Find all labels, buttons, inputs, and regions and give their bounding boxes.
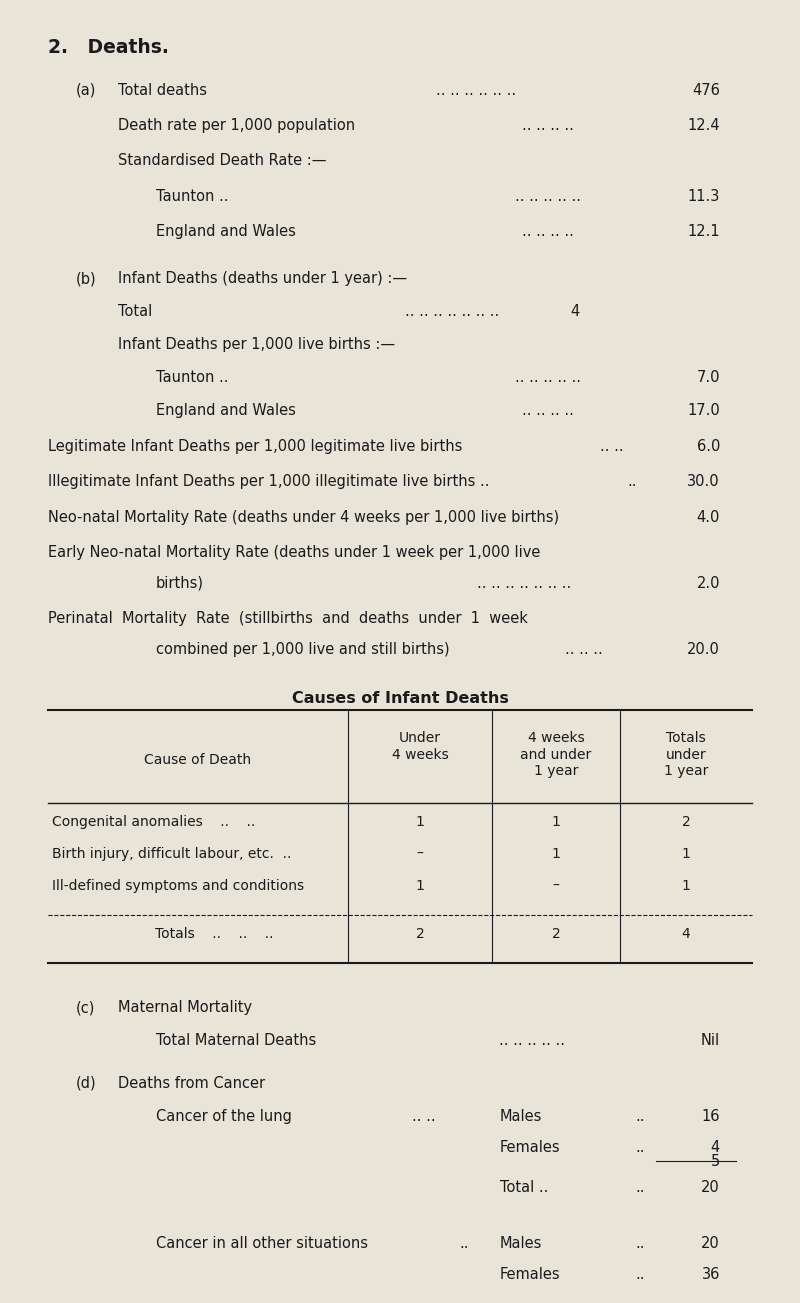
Text: England and Wales: England and Wales	[156, 224, 296, 240]
Text: Birth injury, difficult labour, etc.  ..: Birth injury, difficult labour, etc. ..	[52, 847, 291, 861]
Text: 4: 4	[682, 928, 690, 941]
Text: 1: 1	[415, 816, 425, 829]
Text: Neo-natal Mortality Rate (deaths under 4 weeks per 1,000 live births): Neo-natal Mortality Rate (deaths under 4…	[48, 509, 559, 525]
Text: 5: 5	[710, 1153, 720, 1169]
Text: 11.3: 11.3	[688, 189, 720, 203]
Text: Infant Deaths (deaths under 1 year) :—: Infant Deaths (deaths under 1 year) :—	[118, 271, 407, 287]
Text: 30.0: 30.0	[687, 474, 720, 489]
Text: 4.0: 4.0	[697, 509, 720, 525]
Text: .. .. ..: .. .. ..	[565, 641, 603, 657]
Text: combined per 1,000 live and still births): combined per 1,000 live and still births…	[156, 641, 450, 657]
Text: 12.1: 12.1	[687, 224, 720, 240]
Text: Taunton ..: Taunton ..	[156, 189, 229, 203]
Text: Total ..: Total ..	[500, 1179, 548, 1195]
Text: Total Maternal Deaths: Total Maternal Deaths	[156, 1033, 316, 1049]
Text: –: –	[553, 878, 559, 893]
Text: 4: 4	[570, 305, 580, 319]
Text: Total: Total	[118, 305, 153, 319]
Text: 36: 36	[702, 1267, 720, 1282]
Text: 2: 2	[552, 928, 560, 941]
Text: ..: ..	[635, 1237, 645, 1251]
Text: .. .. .. .. ..: .. .. .. .. ..	[515, 370, 581, 386]
Text: 2: 2	[682, 816, 690, 829]
Text: 1: 1	[551, 816, 561, 829]
Text: Congenital anomalies    ..    ..: Congenital anomalies .. ..	[52, 816, 255, 829]
Text: Cause of Death: Cause of Death	[145, 753, 251, 766]
Text: Under
4 weeks: Under 4 weeks	[392, 731, 448, 761]
Text: Males: Males	[500, 1109, 542, 1124]
Text: England and Wales: England and Wales	[156, 404, 296, 418]
Text: .. .. .. ..: .. .. .. ..	[522, 404, 574, 418]
Text: Cancer in all other situations: Cancer in all other situations	[156, 1237, 368, 1251]
Text: Death rate per 1,000 population: Death rate per 1,000 population	[118, 119, 355, 133]
Text: ..: ..	[627, 474, 637, 489]
Text: ..: ..	[635, 1140, 645, 1154]
Text: ..: ..	[635, 1109, 645, 1124]
Text: Nil: Nil	[701, 1033, 720, 1049]
Text: 20: 20	[702, 1237, 720, 1251]
Text: Ill-defined symptoms and conditions: Ill-defined symptoms and conditions	[52, 878, 304, 893]
Text: 1: 1	[551, 847, 561, 861]
Text: Totals    ..    ..    ..: Totals .. .. ..	[154, 928, 274, 941]
Text: .. .. .. ..: .. .. .. ..	[522, 224, 574, 240]
Text: –: –	[417, 847, 423, 861]
Text: 7.0: 7.0	[697, 370, 720, 386]
Text: 4 weeks
and under
1 year: 4 weeks and under 1 year	[520, 731, 592, 778]
Text: 16: 16	[702, 1109, 720, 1124]
Text: 4: 4	[710, 1140, 720, 1154]
Text: (b): (b)	[76, 271, 97, 287]
Text: .. .. .. .. ..: .. .. .. .. ..	[515, 189, 581, 203]
Text: 1: 1	[682, 878, 690, 893]
Text: ..: ..	[635, 1267, 645, 1282]
Text: Early Neo-natal Mortality Rate (deaths under 1 week per 1,000 live: Early Neo-natal Mortality Rate (deaths u…	[48, 545, 540, 560]
Text: ..: ..	[459, 1237, 469, 1251]
Text: Maternal Mortality: Maternal Mortality	[118, 1001, 253, 1015]
Text: Males: Males	[500, 1237, 542, 1251]
Text: 2.0: 2.0	[697, 576, 720, 590]
Text: (d): (d)	[76, 1076, 97, 1091]
Text: 17.0: 17.0	[687, 404, 720, 418]
Text: 6.0: 6.0	[697, 439, 720, 453]
Text: .. .. .. ..: .. .. .. ..	[522, 119, 574, 133]
Text: Totals
under
1 year: Totals under 1 year	[664, 731, 708, 778]
Text: 1: 1	[682, 847, 690, 861]
Text: Taunton ..: Taunton ..	[156, 370, 229, 386]
Text: 20.0: 20.0	[687, 641, 720, 657]
Text: Females: Females	[500, 1267, 561, 1282]
Text: Total deaths: Total deaths	[118, 82, 207, 98]
Text: 476: 476	[692, 82, 720, 98]
Text: .. .. .. .. ..: .. .. .. .. ..	[499, 1033, 565, 1049]
Text: .. .. .. .. .. .. ..: .. .. .. .. .. .. ..	[405, 305, 499, 319]
Text: Infant Deaths per 1,000 live births :—: Infant Deaths per 1,000 live births :—	[118, 337, 395, 352]
Text: .. .. .. .. .. .. ..: .. .. .. .. .. .. ..	[477, 576, 571, 590]
Text: .. ..: .. ..	[412, 1109, 436, 1124]
Text: Illegitimate Infant Deaths per 1,000 illegitimate live births ..: Illegitimate Infant Deaths per 1,000 ill…	[48, 474, 490, 489]
Text: 2.   Deaths.: 2. Deaths.	[48, 38, 169, 57]
Text: Legitimate Infant Deaths per 1,000 legitimate live births: Legitimate Infant Deaths per 1,000 legit…	[48, 439, 462, 453]
Text: 1: 1	[415, 878, 425, 893]
Text: Cancer of the lung: Cancer of the lung	[156, 1109, 292, 1124]
Text: 20: 20	[702, 1179, 720, 1195]
Text: .. ..: .. ..	[600, 439, 624, 453]
Text: (a): (a)	[76, 82, 96, 98]
Text: 2: 2	[416, 928, 424, 941]
Text: Females: Females	[500, 1140, 561, 1154]
Text: ..: ..	[635, 1179, 645, 1195]
Text: Causes of Infant Deaths: Causes of Infant Deaths	[291, 692, 509, 706]
Text: 12.4: 12.4	[687, 119, 720, 133]
Text: Perinatal  Mortality  Rate  (stillbirths  and  deaths  under  1  week: Perinatal Mortality Rate (stillbirths an…	[48, 611, 528, 625]
Text: .. .. .. .. .. ..: .. .. .. .. .. ..	[436, 82, 516, 98]
Text: Standardised Death Rate :—: Standardised Death Rate :—	[118, 154, 327, 168]
Text: Deaths from Cancer: Deaths from Cancer	[118, 1076, 266, 1091]
Text: births): births)	[156, 576, 204, 590]
Text: (c): (c)	[76, 1001, 95, 1015]
